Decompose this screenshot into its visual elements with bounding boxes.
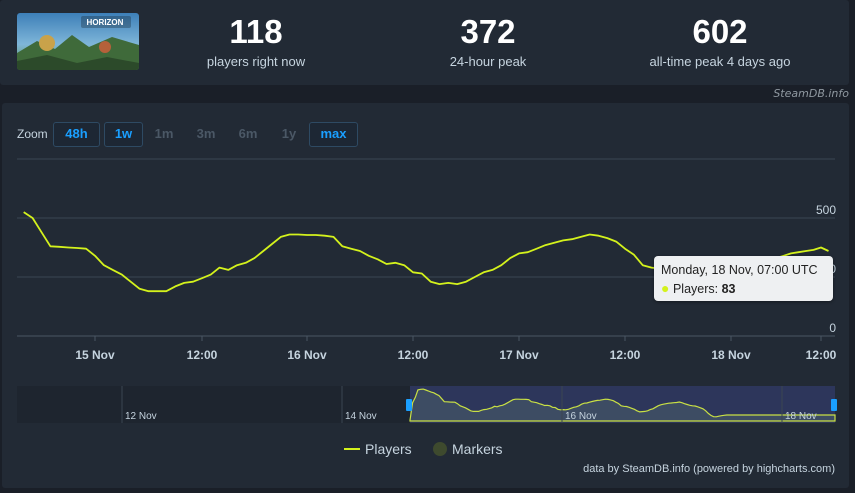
- legend-markers-label: Markers: [452, 441, 503, 457]
- legend-players-label: Players: [365, 441, 412, 457]
- x-tick-label: 12:00: [398, 348, 429, 362]
- stat-alltime-peak: 602 all-time peak 4 days ago: [600, 13, 840, 70]
- navigator-label: 14 Nov: [345, 411, 377, 422]
- x-tick-label: 16 Nov: [287, 348, 327, 362]
- legend-markers-swatch: [433, 442, 447, 456]
- navigator-label: 18 Nov: [785, 411, 817, 422]
- game-logo-text: HORIZON: [87, 18, 124, 27]
- x-axis: 15 Nov 12:00 16 Nov 12:00 17 Nov 12:00 18 Nov 1…: [75, 336, 837, 362]
- x-tick-label: 15 Nov: [75, 348, 115, 362]
- legend: Players Markers: [344, 441, 503, 457]
- tooltip-value: 83: [721, 282, 736, 296]
- navigator-label: 16 Nov: [565, 411, 597, 422]
- steamdb-credit-link[interactable]: SteamDB.info: [773, 87, 849, 100]
- y-tick-label: 500: [816, 203, 836, 217]
- zoom-1y-button[interactable]: 1y: [281, 126, 297, 141]
- zoom-label: Zoom: [17, 127, 48, 141]
- navigator-handle-left[interactable]: [406, 399, 412, 411]
- stat-24h-peak: 372 24-hour peak: [368, 13, 608, 70]
- tooltip-value-row: ● Players: 83: [661, 280, 736, 296]
- game-thumbnail[interactable]: HORIZON: [17, 13, 139, 70]
- navigator-label: 12 Nov: [125, 411, 157, 422]
- current-players-value: 118: [229, 13, 283, 50]
- x-tick-label: 17 Nov: [499, 348, 539, 362]
- zoom-1w-button[interactable]: 1w: [104, 122, 143, 147]
- chart-tooltip: Monday, 18 Nov, 07:00 UTC ● Players: 83: [654, 256, 833, 301]
- alltime-peak-value: 602: [692, 13, 748, 50]
- current-players-label: players right now: [206, 54, 306, 69]
- navigator-handle-right[interactable]: [831, 399, 837, 411]
- stats-bar: HORIZON 118 players right now 372 24-hou…: [0, 0, 849, 85]
- legend-item-markers[interactable]: Markers: [433, 441, 503, 457]
- legend-item-players[interactable]: Players: [344, 441, 412, 457]
- zoom-3m-button[interactable]: 3m: [196, 126, 216, 141]
- y-tick-label: 0: [829, 321, 836, 335]
- navigator-labels: 12 Nov 14 Nov 16 Nov 18 Nov: [121, 386, 817, 423]
- navigator-series: [409, 388, 836, 422]
- peak-24h-label: 24-hour peak: [449, 54, 527, 69]
- tooltip-series-label: Players:: [672, 282, 722, 296]
- x-tick-label: 12:00: [610, 348, 641, 362]
- x-tick-label: 12:00: [806, 348, 837, 362]
- zoom-max-button[interactable]: max: [309, 122, 358, 147]
- navigator[interactable]: 12 Nov 14 Nov 16 Nov 18 Nov: [17, 386, 837, 423]
- zoom-1m-button[interactable]: 1m: [154, 126, 174, 141]
- zoom-48h-button[interactable]: 48h: [53, 122, 100, 147]
- alltime-peak-label: all-time peak 4 days ago: [649, 54, 791, 69]
- x-tick-label: 12:00: [187, 348, 218, 362]
- peak-24h-value: 372: [460, 13, 516, 50]
- zoom-6m-button[interactable]: 6m: [238, 126, 258, 141]
- tooltip-series-dot-icon: ●: [661, 280, 670, 296]
- data-credit[interactable]: data by SteamDB.info (powered by highcha…: [583, 463, 835, 475]
- tooltip-date: Monday, 18 Nov, 07:00 UTC: [661, 263, 818, 277]
- game-thumbnail-image: HORIZON: [17, 13, 139, 70]
- x-tick-label: 18 Nov: [711, 348, 751, 362]
- chart-grid: [17, 158, 835, 337]
- stat-current: 118 players right now: [136, 13, 376, 70]
